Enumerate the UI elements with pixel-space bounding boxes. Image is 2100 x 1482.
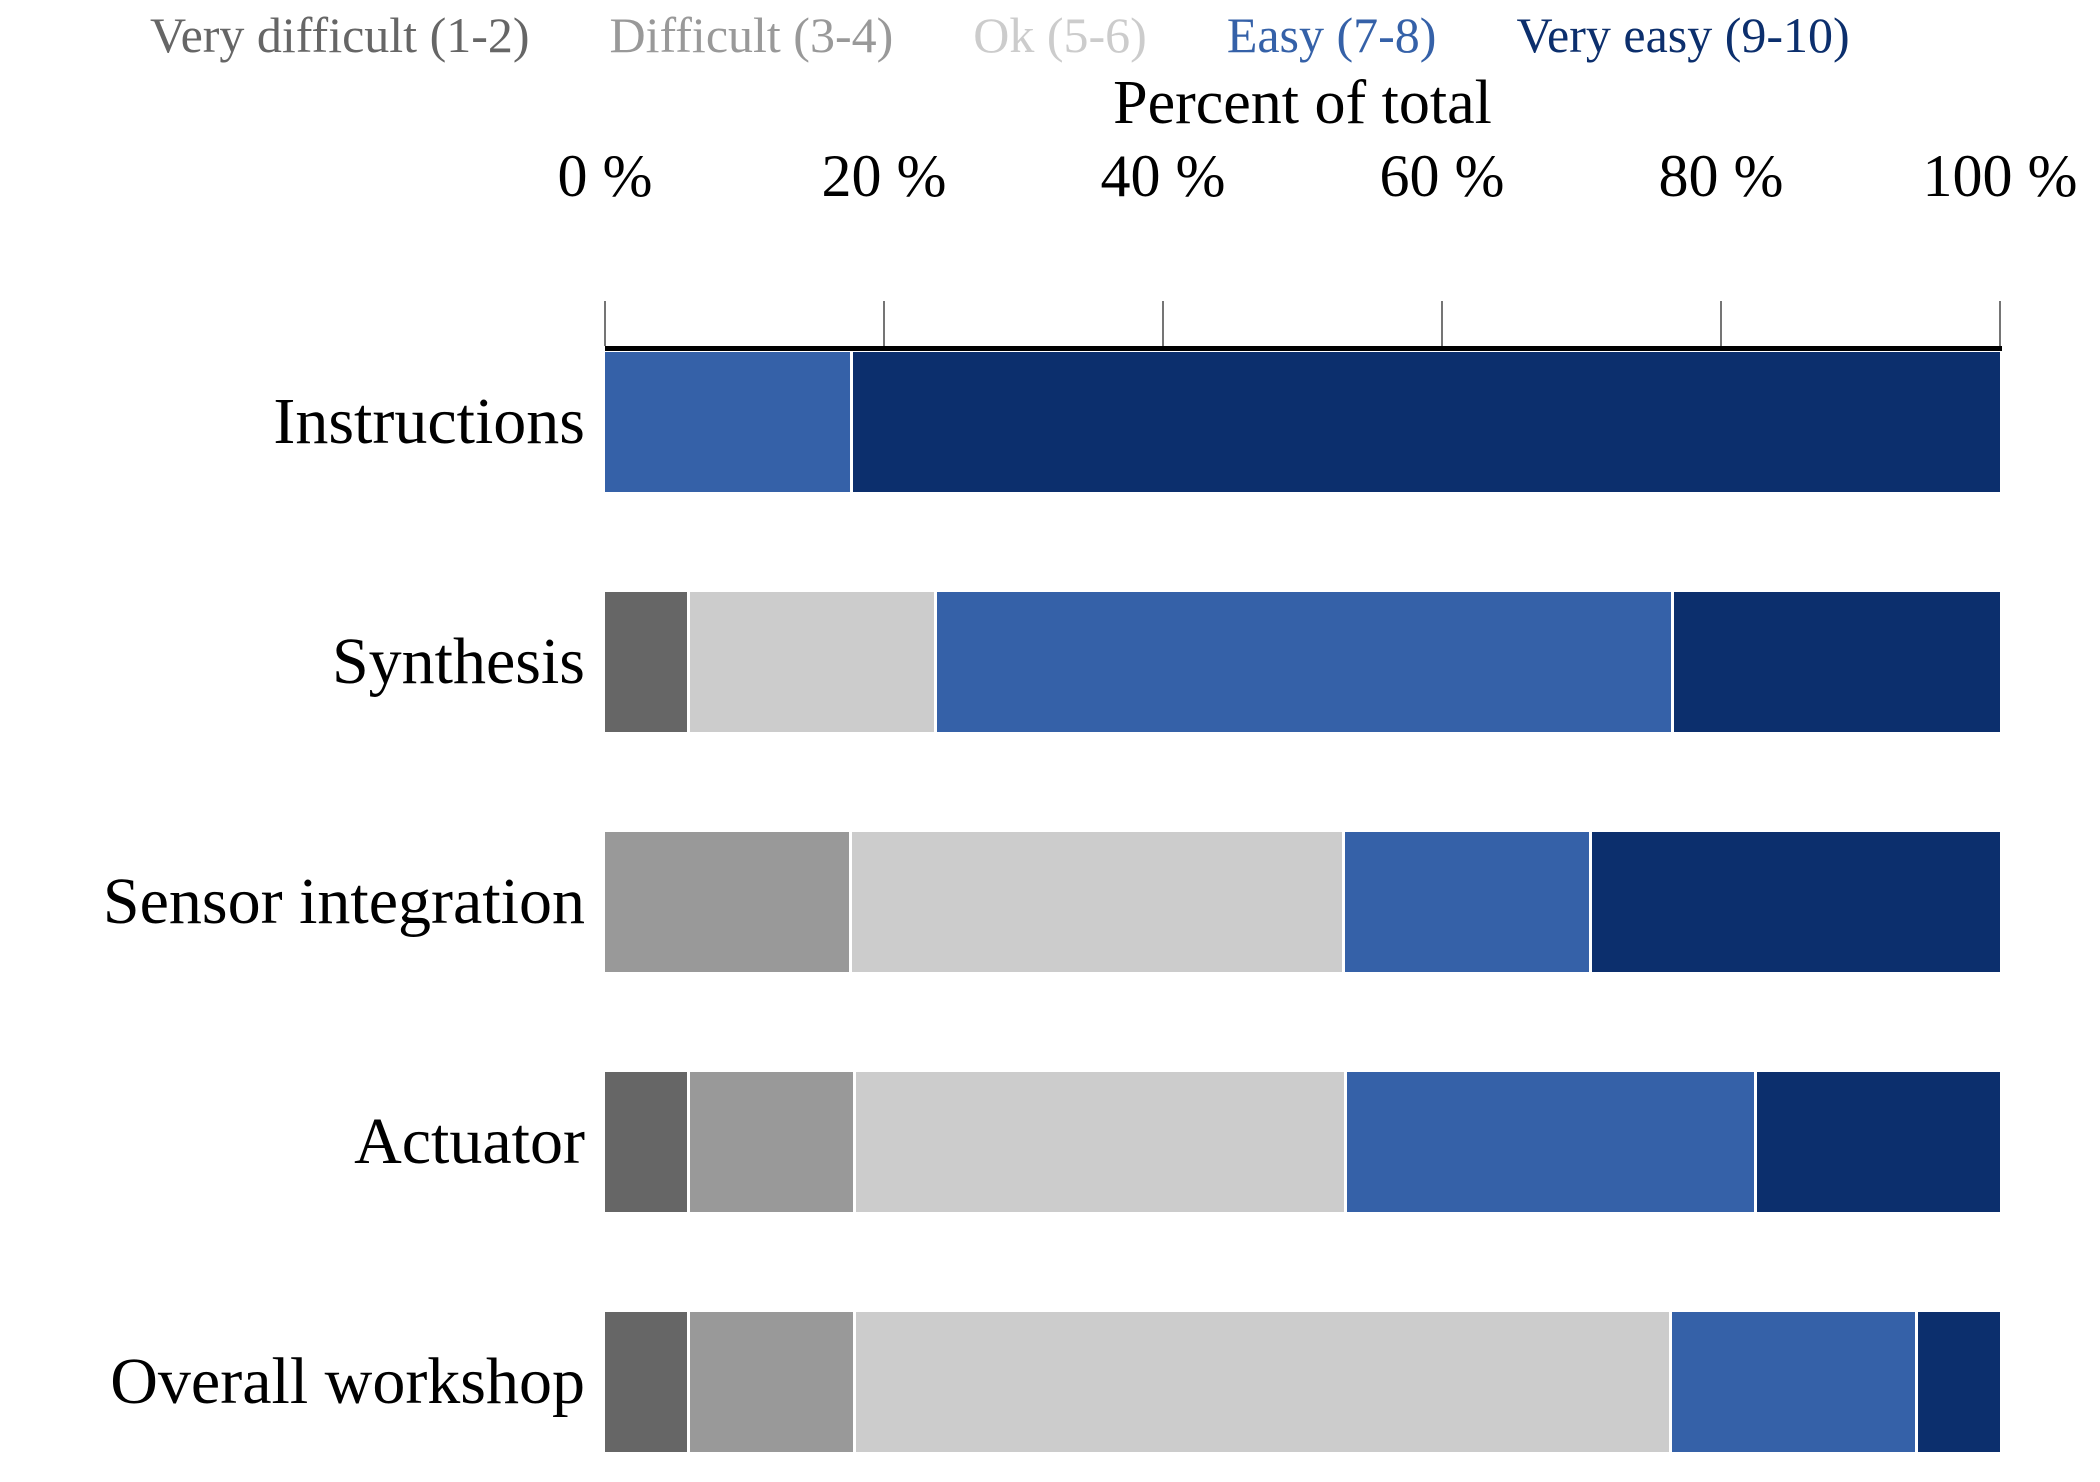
legend-item-ok-5-6-: Ok (5-6)	[973, 7, 1147, 63]
x-tick-label: 80 %	[1658, 143, 1784, 209]
bar-segment-overall-workshop-difficult-3-4-	[689, 1312, 853, 1452]
bar-segment-actuator-ok-5-6-	[855, 1072, 1344, 1212]
bar-segment-synthesis-very-difficult-1-2-	[605, 592, 687, 732]
x-tick-label: 100 %	[1922, 143, 2078, 209]
bar-segment-synthesis-easy-7-8-	[937, 592, 1671, 732]
bar-segment-actuator-very-easy-9-10-	[1756, 1072, 2000, 1212]
bar-segment-instructions-very-easy-9-10-	[852, 352, 2000, 492]
bar-segment-overall-workshop-very-easy-9-10-	[1918, 1312, 2000, 1452]
category-label-synthesis: Synthesis	[331, 625, 585, 698]
legend-item-very-difficult-1-2-: Very difficult (1-2)	[150, 7, 530, 63]
bar-sensor-integration	[605, 832, 2001, 972]
bar-segment-overall-workshop-ok-5-6-	[855, 1312, 1669, 1452]
x-tick-label: 20 %	[821, 143, 947, 209]
legend-item-difficult-3-4-: Difficult (3-4)	[609, 7, 894, 63]
bar-segment-instructions-easy-7-8-	[605, 352, 850, 492]
chart-title: Percent of total	[1113, 69, 1492, 137]
bar-synthesis	[605, 592, 2000, 732]
legend: Very difficult (1-2) Difficult (3-4) Ok (5…	[150, 8, 1850, 63]
bar-segment-sensor-integration-easy-7-8-	[1344, 832, 1590, 972]
x-tick-label: 0 %	[557, 143, 653, 209]
category-label-instructions: Instructions	[273, 385, 585, 458]
bar-segment-overall-workshop-very-difficult-1-2-	[605, 1312, 687, 1452]
legend-item-easy-7-8-: Easy (7-8)	[1226, 7, 1437, 63]
category-label-sensor-integration: Sensor integration	[102, 865, 585, 938]
bar-segment-overall-workshop-easy-7-8-	[1671, 1312, 1916, 1452]
legend-item-very-easy-9-10-: Very easy (9-10)	[1516, 7, 1850, 63]
bar-instructions	[605, 352, 2000, 492]
bar-segment-actuator-easy-7-8-	[1346, 1072, 1754, 1212]
x-tick-mark	[883, 301, 885, 346]
x-tick-mark	[1720, 301, 1722, 346]
x-axis-line	[605, 346, 2002, 351]
x-tick-mark	[1162, 301, 1164, 346]
bar-segment-synthesis-ok-5-6-	[689, 592, 935, 732]
bar-segment-actuator-very-difficult-1-2-	[605, 1072, 687, 1212]
x-tick-mark	[1441, 301, 1443, 346]
category-label-actuator: Actuator	[354, 1105, 585, 1178]
x-tick-label: 40 %	[1100, 143, 1226, 209]
bar-actuator	[605, 1072, 2000, 1212]
bar-segment-sensor-integration-difficult-3-4-	[605, 832, 850, 972]
bar-segment-sensor-integration-ok-5-6-	[852, 832, 1342, 972]
bar-segment-actuator-difficult-3-4-	[689, 1072, 853, 1212]
bar-segment-synthesis-very-easy-9-10-	[1673, 592, 2000, 732]
category-label-overall-workshop: Overall workshop	[110, 1345, 585, 1418]
x-tick-mark	[604, 301, 606, 346]
bar-overall-workshop	[605, 1312, 2000, 1452]
bar-segment-sensor-integration-very-easy-9-10-	[1592, 832, 2001, 972]
x-tick-mark	[1999, 301, 2001, 346]
x-tick-label: 60 %	[1379, 143, 1505, 209]
